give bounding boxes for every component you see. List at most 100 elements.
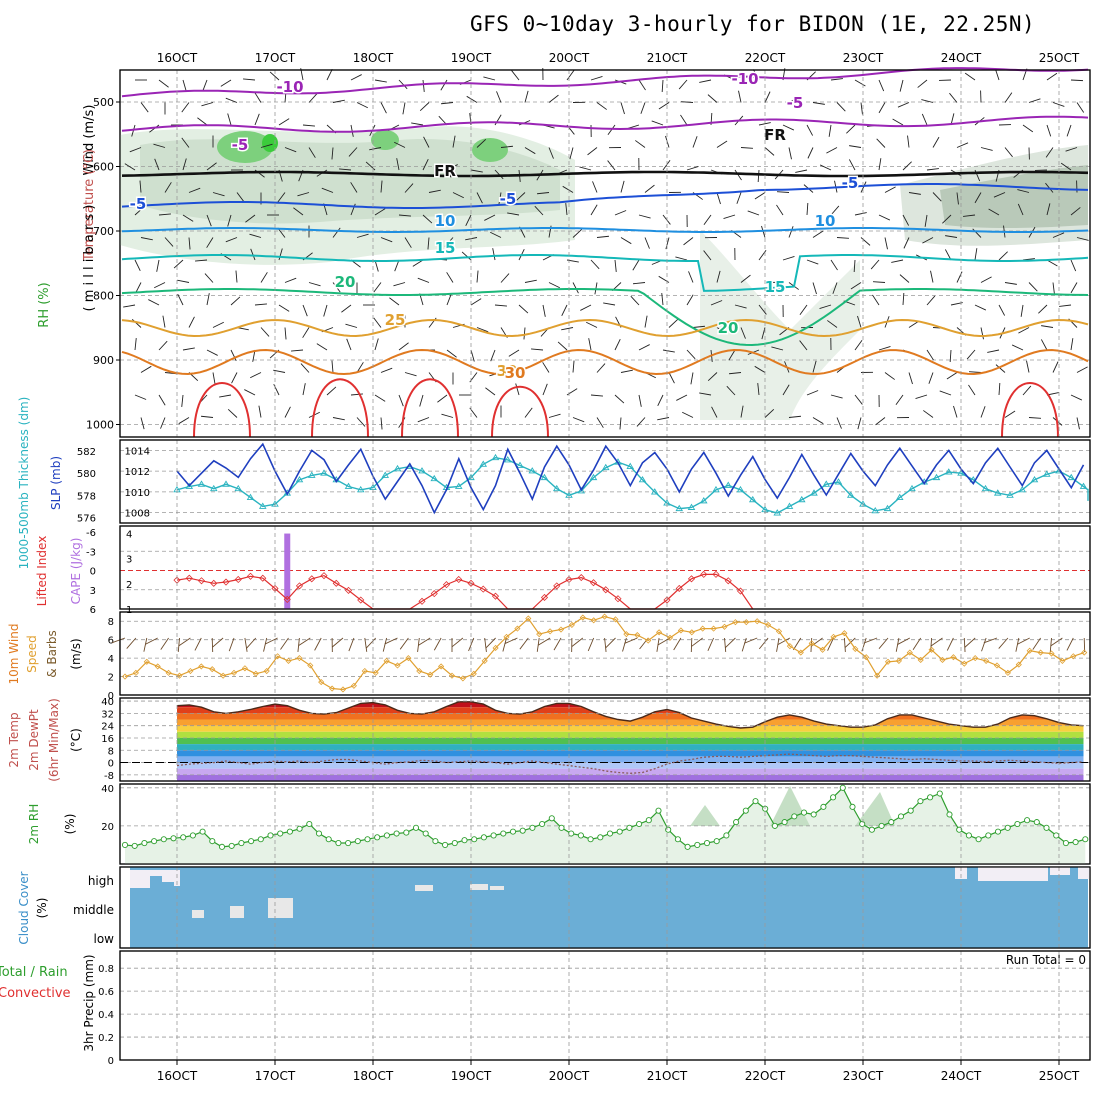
- rh-marker: [375, 835, 380, 840]
- x-tick-label-top: 21OCT: [647, 51, 688, 65]
- rh-marker: [918, 799, 923, 804]
- y-tick-label-temp: -8: [104, 771, 114, 782]
- rh-marker: [452, 840, 457, 845]
- rh-marker: [161, 837, 166, 842]
- rh-marker: [268, 833, 273, 838]
- y-tick-label-wind: 4: [108, 654, 114, 665]
- rh-marker: [258, 837, 263, 842]
- y-axis-label-barbs: & Barbs: [45, 630, 59, 678]
- rh-marker: [122, 842, 127, 847]
- y-tick-label-temp: 40: [101, 697, 114, 708]
- rh-marker: [394, 831, 399, 836]
- rh-marker: [869, 827, 874, 832]
- rh-marker: [365, 837, 370, 842]
- contour-label: 30: [505, 364, 526, 382]
- rh-marker: [200, 829, 205, 834]
- y-axis-label-speed: Speed: [25, 635, 39, 673]
- rh-marker: [1044, 825, 1049, 830]
- x-tick-label-bottom: 16OCT: [157, 1069, 198, 1083]
- rh-marker: [685, 844, 690, 849]
- cloud-gap-mid: [470, 884, 488, 890]
- rh-marker: [889, 819, 894, 824]
- x-tick-label-top: 20OCT: [549, 51, 590, 65]
- run-total: Run Total = 0: [1006, 953, 1086, 967]
- y-tick-label-li: -3: [86, 547, 96, 558]
- rh-marker: [307, 821, 312, 826]
- contour-label: 25: [385, 311, 406, 329]
- rh-marker: [966, 833, 971, 838]
- rh-marker: [831, 795, 836, 800]
- rh-marker: [462, 838, 467, 843]
- rh-marker: [840, 785, 845, 790]
- contour-label: -10: [731, 70, 758, 88]
- temp-band: [120, 763, 1090, 769]
- rh-marker: [646, 818, 651, 823]
- rh-marker: [792, 814, 797, 819]
- rh-marker: [879, 823, 884, 828]
- rh-marker: [336, 840, 341, 845]
- temp-band: [120, 726, 1090, 732]
- rh-marker: [190, 833, 195, 838]
- temp-band: [120, 750, 1090, 756]
- contour-label: 20: [718, 319, 739, 337]
- y-tick-label-precip: 0.8: [98, 964, 114, 975]
- temp-band: [120, 744, 1090, 750]
- temp-band: [120, 732, 1090, 738]
- y-axis-label-2m-rh: 2m RH: [27, 804, 41, 845]
- wind-barb: [1071, 80, 1083, 81]
- rh-marker: [860, 821, 865, 826]
- y-tick-label-cape: 1: [126, 605, 132, 616]
- rh-marker: [850, 804, 855, 809]
- rh-marker: [811, 812, 816, 817]
- panel-frame-precip: [120, 951, 1090, 1060]
- rh-marker: [908, 808, 913, 813]
- contour-label: -5: [842, 174, 859, 192]
- panel-frame-slp: [120, 440, 1090, 523]
- rh-shading-core: [262, 134, 278, 152]
- y-axis-label-wind-units: (m/s): [69, 638, 83, 669]
- y-tick-label-thickness: 576: [77, 513, 96, 524]
- y-tick-label-temp: 8: [108, 746, 114, 757]
- rh-marker: [210, 839, 215, 844]
- y-tick-label-slp: 1014: [125, 446, 150, 457]
- y-tick-label-thickness: 578: [77, 491, 96, 502]
- y-tick-label: 1000: [86, 419, 114, 432]
- rh-marker: [743, 808, 748, 813]
- y-tick-label-thickness: 580: [77, 469, 96, 480]
- x-tick-label-bottom: 17OCT: [255, 1069, 296, 1083]
- y-axis-label-cape: CAPE (J/kg): [69, 538, 83, 605]
- rh-marker: [1005, 825, 1010, 830]
- y-axis-label-slp: SLP (mb): [49, 456, 63, 510]
- rh-marker: [976, 837, 981, 842]
- cloud-gap: [162, 870, 174, 882]
- y-tick-label-temp: 0: [108, 759, 114, 770]
- x-tick-label-top: 19OCT: [451, 51, 492, 65]
- contour-label: 20: [335, 273, 356, 291]
- x-tick-label-bottom: 22OCT: [745, 1069, 786, 1083]
- contour-label: -10: [276, 78, 303, 96]
- cloud-gap-mid: [415, 885, 433, 891]
- rh-marker: [355, 839, 360, 844]
- cloud-gap: [978, 867, 1048, 881]
- x-tick-label-top: 24OCT: [941, 51, 982, 65]
- rh-marker: [607, 831, 612, 836]
- y-tick-label: 900: [93, 354, 114, 367]
- rh-marker: [384, 833, 389, 838]
- rh-marker: [549, 816, 554, 821]
- contour-label: 10: [435, 212, 456, 230]
- y-axis-label-rh-units: (%): [63, 814, 77, 835]
- rh-marker: [1083, 837, 1088, 842]
- rh-marker: [171, 836, 176, 841]
- y-tick-label-li: -6: [86, 528, 96, 539]
- y-axis-label-lifted-index: Lifted Index: [35, 536, 49, 607]
- rh-marker: [413, 825, 418, 830]
- rh-marker: [540, 821, 545, 826]
- rh-marker: [598, 835, 603, 840]
- y-tick-label-cape: 2: [126, 580, 132, 591]
- rh-marker: [1025, 818, 1030, 823]
- contour-label: 15: [435, 239, 456, 257]
- panel-frame-wind10: [120, 612, 1090, 695]
- rh-marker: [433, 839, 438, 844]
- panel-frame-cape: [120, 526, 1090, 609]
